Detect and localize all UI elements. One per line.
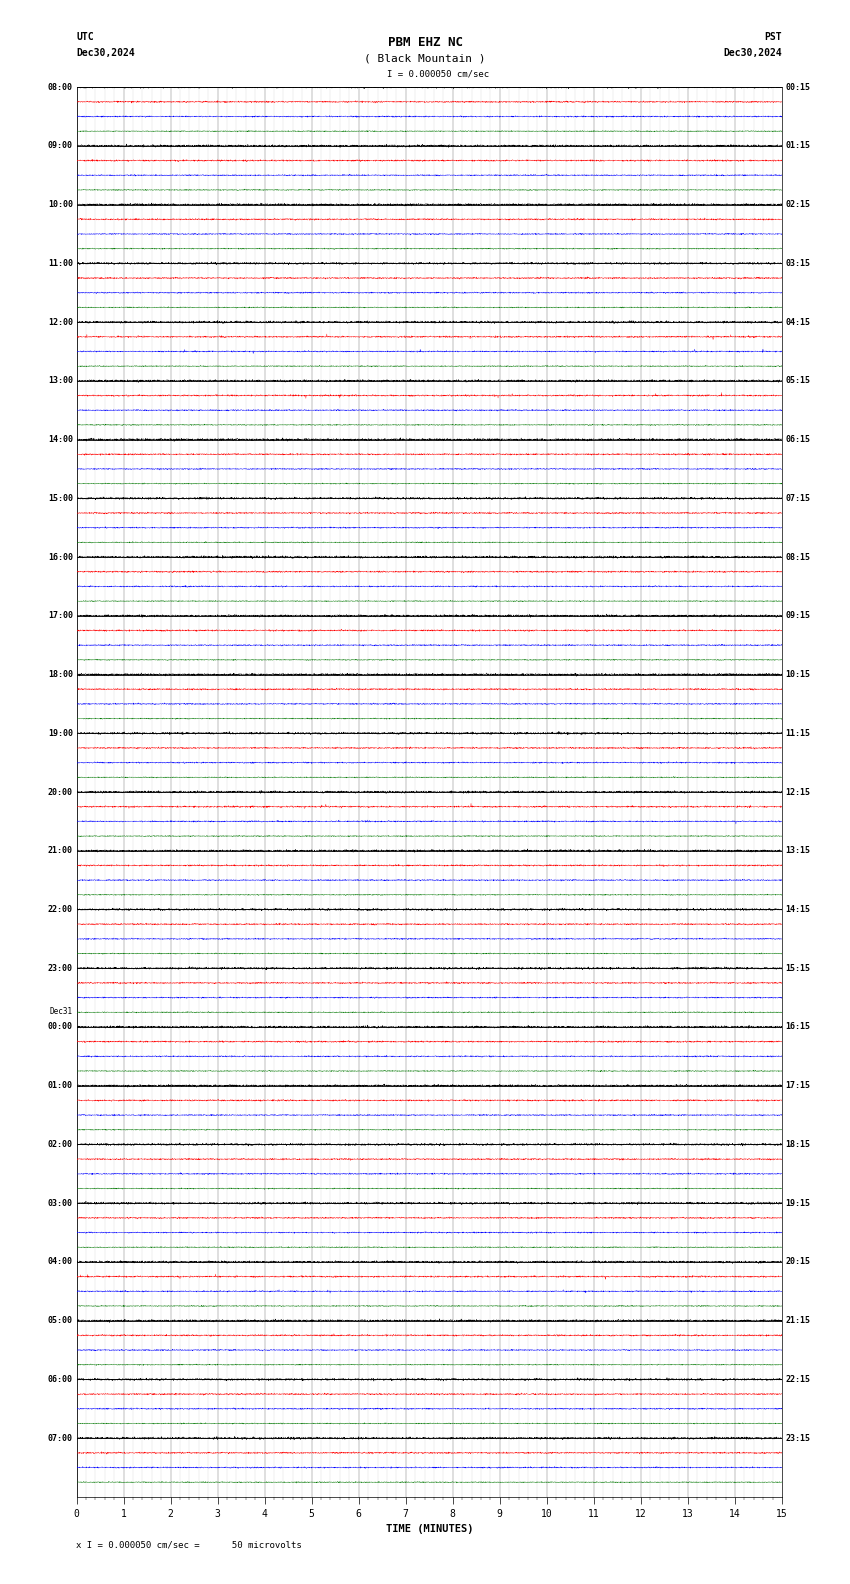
Text: PBM EHZ NC: PBM EHZ NC (388, 36, 462, 49)
Text: 11:00: 11:00 (48, 258, 73, 268)
Text: 08:15: 08:15 (785, 553, 811, 562)
Text: 03:00: 03:00 (48, 1199, 73, 1207)
Text: 04:15: 04:15 (785, 317, 811, 326)
Text: 19:15: 19:15 (785, 1199, 811, 1207)
Text: 11:15: 11:15 (785, 729, 811, 738)
Text: ( Black Mountain ): ( Black Mountain ) (365, 54, 485, 63)
Text: 14:00: 14:00 (48, 436, 73, 444)
Text: 18:15: 18:15 (785, 1140, 811, 1148)
Text: 20:15: 20:15 (785, 1258, 811, 1267)
Text: Dec31: Dec31 (50, 1007, 73, 1017)
Text: 00:00: 00:00 (48, 1022, 73, 1031)
Text: Dec30,2024: Dec30,2024 (76, 48, 135, 57)
Text: 23:15: 23:15 (785, 1434, 811, 1443)
Text: 06:00: 06:00 (48, 1375, 73, 1384)
Text: 13:00: 13:00 (48, 377, 73, 385)
Text: 21:00: 21:00 (48, 846, 73, 855)
Text: 21:15: 21:15 (785, 1316, 811, 1326)
Text: 05:15: 05:15 (785, 377, 811, 385)
Text: I = 0.000050 cm/sec: I = 0.000050 cm/sec (387, 70, 489, 79)
Text: 07:00: 07:00 (48, 1434, 73, 1443)
Text: 09:00: 09:00 (48, 141, 73, 150)
Text: 16:15: 16:15 (785, 1022, 811, 1031)
Text: UTC: UTC (76, 32, 94, 41)
Text: 18:00: 18:00 (48, 670, 73, 680)
Text: 19:00: 19:00 (48, 729, 73, 738)
Text: 00:15: 00:15 (785, 82, 811, 92)
Text: 17:15: 17:15 (785, 1082, 811, 1090)
Text: 09:15: 09:15 (785, 611, 811, 621)
Text: 20:00: 20:00 (48, 787, 73, 797)
Text: 02:15: 02:15 (785, 200, 811, 209)
Text: 16:00: 16:00 (48, 553, 73, 562)
Text: 15:15: 15:15 (785, 963, 811, 973)
Text: 22:00: 22:00 (48, 904, 73, 914)
Text: 01:15: 01:15 (785, 141, 811, 150)
Text: 10:00: 10:00 (48, 200, 73, 209)
X-axis label: TIME (MINUTES): TIME (MINUTES) (386, 1524, 473, 1535)
Text: 12:15: 12:15 (785, 787, 811, 797)
Text: PST: PST (764, 32, 782, 41)
Text: 12:00: 12:00 (48, 317, 73, 326)
Text: 03:15: 03:15 (785, 258, 811, 268)
Text: 14:15: 14:15 (785, 904, 811, 914)
Text: 07:15: 07:15 (785, 494, 811, 502)
Text: 06:15: 06:15 (785, 436, 811, 444)
Text: 10:15: 10:15 (785, 670, 811, 680)
Text: 02:00: 02:00 (48, 1140, 73, 1148)
Text: x I = 0.000050 cm/sec =      50 microvolts: x I = 0.000050 cm/sec = 50 microvolts (76, 1540, 303, 1549)
Text: 23:00: 23:00 (48, 963, 73, 973)
Text: 05:00: 05:00 (48, 1316, 73, 1326)
Text: 17:00: 17:00 (48, 611, 73, 621)
Text: 22:15: 22:15 (785, 1375, 811, 1384)
Text: Dec30,2024: Dec30,2024 (723, 48, 782, 57)
Text: 01:00: 01:00 (48, 1082, 73, 1090)
Text: 15:00: 15:00 (48, 494, 73, 502)
Text: 08:00: 08:00 (48, 82, 73, 92)
Text: 04:00: 04:00 (48, 1258, 73, 1267)
Text: 13:15: 13:15 (785, 846, 811, 855)
